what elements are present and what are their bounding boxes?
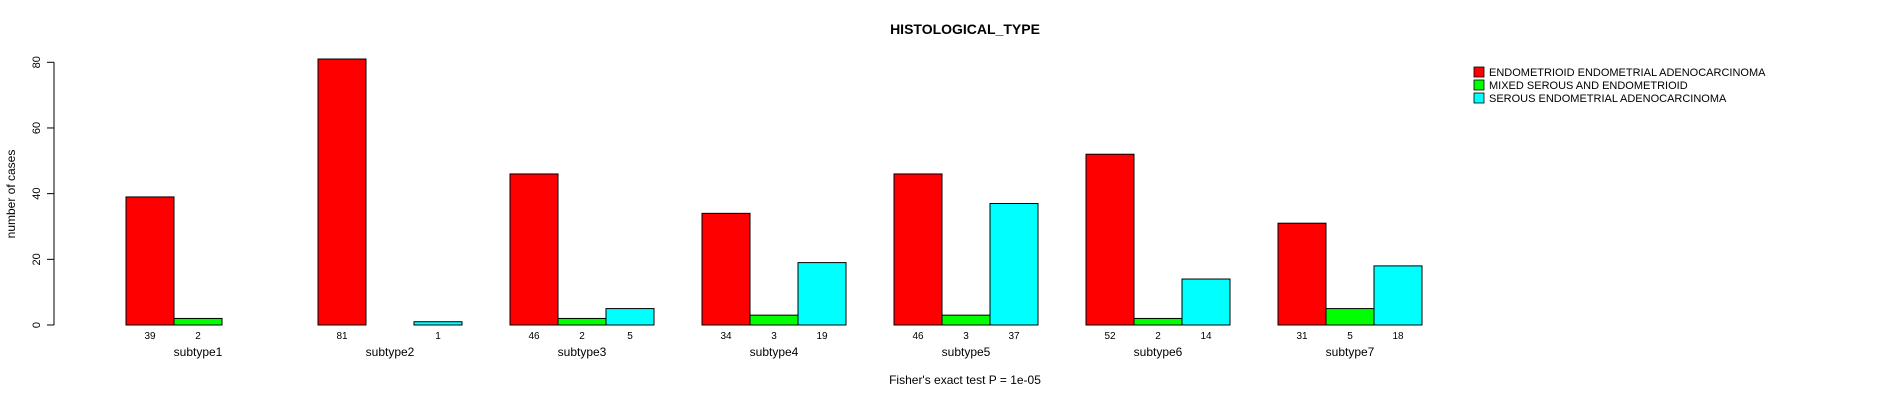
bar-subtype7-series-1 [1277, 222, 1327, 326]
bar-subtype3-series-3 [605, 308, 655, 326]
y-tick-label: 60 [31, 122, 43, 134]
bar-value-label: 46 [528, 331, 540, 342]
bar-subtype1-series-2 [173, 317, 223, 326]
bar-subtype5-series-1 [893, 173, 943, 326]
bar-subtype2-series-3 [413, 321, 463, 326]
bar-value-label: 2 [195, 331, 201, 342]
category-label: subtype4 [750, 345, 799, 359]
legend: ENDOMETRIOID ENDOMETRIAL ADENOCARCINOMAM… [1473, 66, 1766, 105]
category-label: subtype2 [366, 345, 415, 359]
bar-value-label: 3 [771, 331, 777, 342]
bar-subtype4-series-2 [749, 314, 799, 326]
legend-label: SEROUS ENDOMETRIAL ADENOCARCINOMA [1489, 93, 1727, 105]
legend-swatch [1473, 66, 1485, 78]
bar-subtype7-series-3 [1373, 265, 1423, 326]
bar-group-subtype6: 52 2 14 subtype6 [1085, 153, 1231, 359]
bars-group: 39 2 subtype1 81 1 subtype2 46 2 5 subtype3 34 3 19 s… [125, 58, 1423, 359]
y-tick-label: 20 [31, 253, 43, 265]
legend-swatch [1473, 79, 1485, 91]
category-label: subtype1 [174, 345, 223, 359]
bar-group-subtype3: 46 2 5 subtype3 [509, 173, 655, 359]
bar-group-subtype2: 81 1 subtype2 [317, 58, 463, 359]
bar-value-label: 39 [144, 331, 156, 342]
category-label: subtype6 [1134, 345, 1183, 359]
bar-value-label: 14 [1200, 331, 1212, 342]
bar-group-subtype1: 39 2 subtype1 [125, 196, 223, 359]
bar-subtype5-series-3 [989, 202, 1039, 326]
legend-item: ENDOMETRIOID ENDOMETRIAL ADENOCARCINOMA [1473, 66, 1766, 79]
bar-value-label: 46 [912, 331, 924, 342]
bar-value-label: 1 [435, 331, 441, 342]
y-axis: 0 20 40 60 80 [31, 56, 55, 328]
bar-value-label: 31 [1296, 331, 1308, 342]
bar-subtype6-series-3 [1181, 278, 1231, 326]
bar-value-label: 81 [336, 331, 348, 342]
bar-group-subtype5: 46 3 37 subtype5 [893, 173, 1039, 359]
bar-group-subtype4: 34 3 19 subtype4 [701, 212, 847, 359]
bar-subtype7-series-2 [1325, 308, 1375, 326]
x-axis-label: Fisher's exact test P = 1e-05 [889, 373, 1041, 387]
bar-value-label: 18 [1392, 331, 1404, 342]
chart-title: HISTOLOGICAL_TYPE [890, 21, 1040, 37]
legend-label: ENDOMETRIOID ENDOMETRIAL ADENOCARCINOMA [1489, 67, 1766, 79]
legend-item: SEROUS ENDOMETRIAL ADENOCARCINOMA [1473, 92, 1727, 105]
y-tick-label: 40 [31, 188, 43, 200]
bar-value-label: 5 [1347, 331, 1353, 342]
bar-subtype2-series-1 [317, 58, 367, 326]
category-label: subtype5 [942, 345, 991, 359]
bar-subtype6-series-2 [1133, 317, 1183, 326]
bar-group-subtype7: 31 5 18 subtype7 [1277, 222, 1423, 359]
bar-value-label: 34 [720, 331, 732, 342]
bar-value-label: 37 [1008, 331, 1020, 342]
y-tick-label: 80 [31, 56, 43, 68]
y-tick-label: 0 [31, 322, 43, 328]
bar-value-label: 5 [627, 331, 633, 342]
bar-subtype4-series-1 [701, 212, 751, 326]
bar-subtype6-series-1 [1085, 153, 1135, 326]
bar-value-label: 3 [963, 331, 969, 342]
bar-value-label: 2 [579, 331, 585, 342]
y-axis-label: number of cases [4, 150, 18, 239]
legend-swatch [1473, 92, 1485, 104]
legend-item: MIXED SEROUS AND ENDOMETRIOID [1473, 79, 1688, 92]
bar-subtype4-series-3 [797, 262, 847, 326]
category-label: subtype7 [1326, 345, 1375, 359]
bar-value-label: 2 [1155, 331, 1161, 342]
legend-label: MIXED SEROUS AND ENDOMETRIOID [1489, 80, 1688, 92]
bar-value-label: 19 [816, 331, 828, 342]
bar-subtype3-series-2 [557, 317, 607, 326]
bar-value-label: 52 [1104, 331, 1116, 342]
bar-subtype1-series-1 [125, 196, 175, 326]
bar-subtype3-series-1 [509, 173, 559, 326]
category-label: subtype3 [558, 345, 607, 359]
bar-subtype5-series-2 [941, 314, 991, 326]
